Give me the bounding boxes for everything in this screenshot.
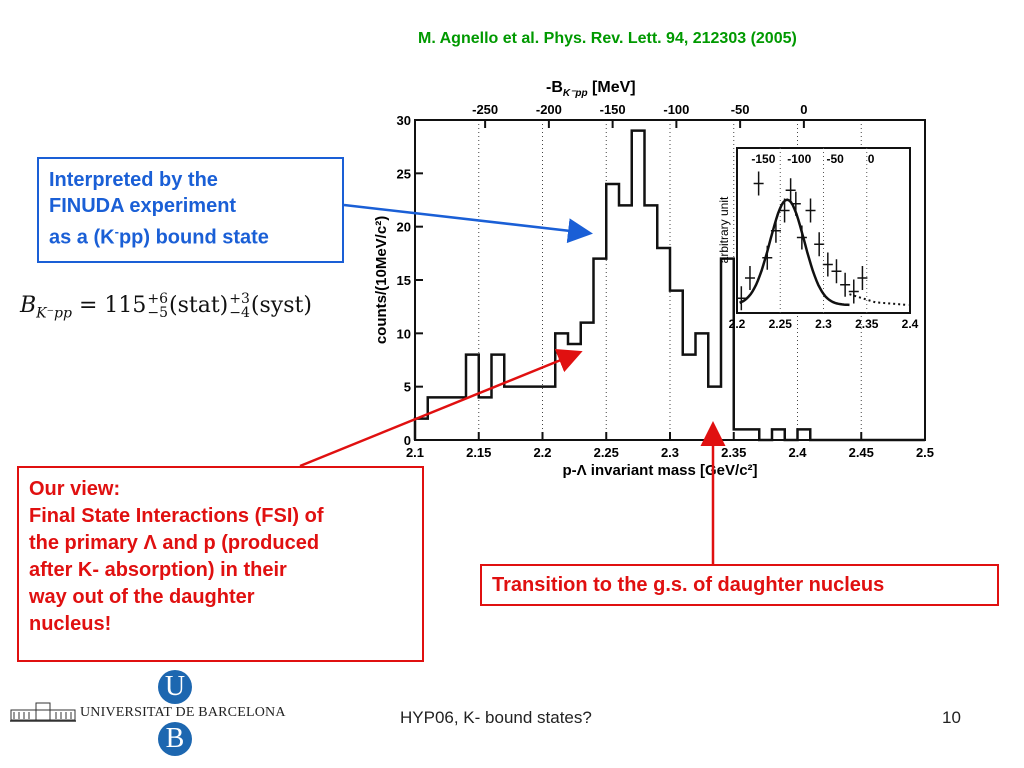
y-axis-label: counts/(10MeV/c²) <box>373 216 390 344</box>
blue-arrow <box>343 203 593 244</box>
inset-x-tick-label: 2.3 <box>815 317 832 331</box>
y-tick-label: 5 <box>404 380 411 395</box>
inset-x-tick-label: 2.35 <box>855 317 879 331</box>
inset-top-tick-label: -100 <box>787 152 811 166</box>
logo-b-circle: B <box>158 722 192 756</box>
x-tick-label: 2.45 <box>849 445 874 460</box>
top-tick-label: -50 <box>731 102 750 117</box>
top-tick-label: -200 <box>536 102 562 117</box>
footer-title: HYP06, K- bound states? <box>400 708 592 727</box>
inset-x-tick-label: 2.2 <box>729 317 746 331</box>
red-arrow-fsi <box>299 348 583 468</box>
finuda-interpretation-box: Interpreted by the FINUDA experiment as … <box>37 157 344 263</box>
y-tick-label: 25 <box>397 166 411 181</box>
inset-top-tick-label: -150 <box>751 152 775 166</box>
inset-top-tick-label: -50 <box>827 152 845 166</box>
top-tick-label: -100 <box>663 102 689 117</box>
inset-fit-curve <box>739 198 850 307</box>
top-axis-label: -BK⁻pp [MeV] <box>546 79 636 99</box>
y-tick-label: 0 <box>404 433 411 448</box>
top-tick-label: -150 <box>600 102 626 117</box>
top-tick-label: 0 <box>800 102 807 117</box>
binding-energy-formula: BK⁻pp = 115 +6 −5 (stat) +3 −4 (syst) <box>20 291 312 322</box>
x-tick-label: 2.15 <box>466 445 491 460</box>
x-tick-label: 2.25 <box>594 445 619 460</box>
fsi-view-box: Our view: Final State Interactions (FSI)… <box>17 466 424 662</box>
top-tick-label: -250 <box>472 102 498 117</box>
inset-top-tick-label: 0 <box>868 152 875 166</box>
y-tick-label: 30 <box>397 113 411 128</box>
x-tick-label: 2.5 <box>916 445 934 460</box>
histogram-chart: 0 5 10 15 20 25 30 2.1 2.15 2.2 2.25 2.3 2.35 2.4 2.4… <box>373 79 934 479</box>
university-building-icon <box>10 702 76 722</box>
logo-u-circle: U <box>158 670 192 704</box>
inset-x-tick-label: 2.25 <box>769 317 793 331</box>
histogram-step-line <box>413 129 925 442</box>
x-tick-label: 2.2 <box>533 445 551 460</box>
inset-chart: 2.2 2.25 2.3 2.35 2.4 -150 -100 -50 0 arbitrary… <box>717 147 919 331</box>
inset-x-tick-label: 2.4 <box>902 317 919 331</box>
x-tick-label: 2.3 <box>661 445 679 460</box>
y-tick-label: 20 <box>397 220 411 235</box>
inset-y-label: arbitrary unit <box>717 196 731 263</box>
x-axis-label: p-Λ invariant mass [GeV/c²] <box>562 462 757 479</box>
ground-state-box: Transition to the g.s. of daughter nucle… <box>480 564 999 606</box>
y-tick-label: 15 <box>397 273 411 288</box>
x-tick-label: 2.1 <box>406 445 424 460</box>
x-tick-label: 2.35 <box>721 445 746 460</box>
x-tick-label: 2.4 <box>788 445 807 460</box>
y-tick-label: 10 <box>397 326 411 341</box>
citation: M. Agnello et al. Phys. Rev. Lett. 94, 2… <box>418 30 797 47</box>
inset-frame <box>736 147 911 314</box>
university-name: UNIVERSITAT DE BARCELONA <box>80 705 286 720</box>
page-number: 10 <box>942 708 961 727</box>
